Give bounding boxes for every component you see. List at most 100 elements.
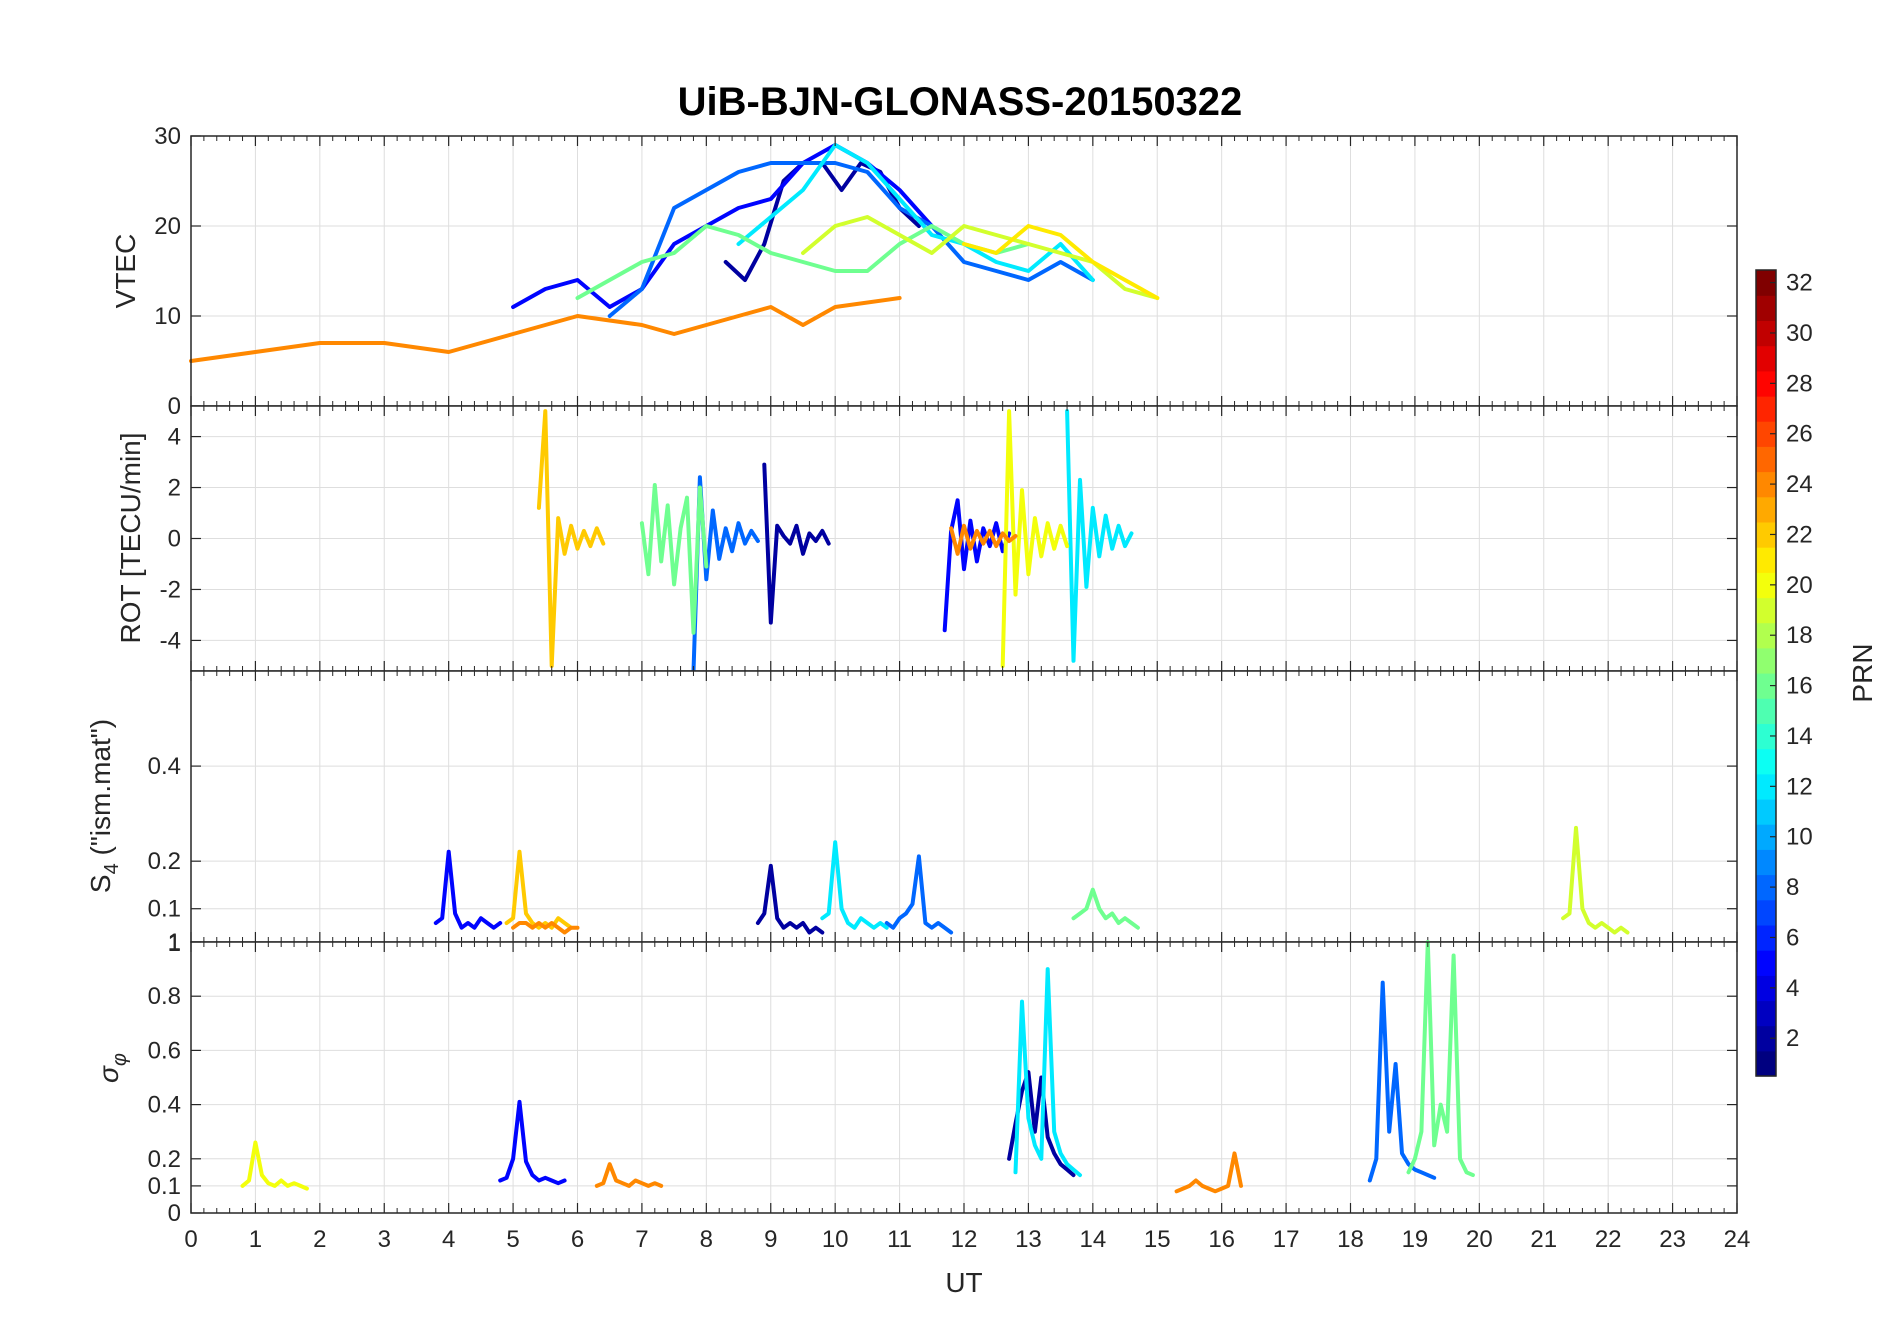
colorbar-cell — [1756, 496, 1776, 523]
y-tick-label: 0 — [168, 526, 181, 553]
colorbar-frame — [1755, 269, 1777, 1077]
prn-trace — [949, 523, 1018, 556]
s4-top-tick-label: 1 — [168, 930, 181, 957]
panel-s4: 0.1 0.2 0.4 S4 ("ism.mat") 1 — [85, 670, 1738, 957]
y-tick-label: 2 — [168, 475, 181, 502]
y-tick-label: 0.8 — [148, 983, 181, 1010]
y-tick-label: 0.2 — [148, 1146, 181, 1173]
x-tick-label: 5 — [506, 1226, 519, 1253]
panel-vtec-ylabel: VTEC — [110, 234, 141, 309]
panel-sigma-ylabel: σφ — [93, 1053, 131, 1083]
x-tick-label: 17 — [1273, 1226, 1300, 1253]
colorbar-tick-label: 4 — [1786, 975, 1799, 1002]
prn-trace — [755, 863, 825, 935]
colorbar-cell — [1756, 270, 1776, 296]
colorbar-tick-label: 2 — [1786, 1025, 1799, 1052]
colorbar-cell — [1756, 345, 1776, 372]
prn-trace — [884, 854, 954, 935]
x-tick-label: 14 — [1079, 1226, 1106, 1253]
colorbar-tick-label: 12 — [1786, 773, 1813, 800]
prn-trace — [639, 483, 709, 635]
x-axis-label: UT — [945, 1267, 982, 1298]
colorbar-tick-label: 26 — [1786, 421, 1813, 448]
x-tick-label: 21 — [1530, 1226, 1557, 1253]
colorbar-cell — [1756, 521, 1776, 548]
x-tick-label: 7 — [635, 1226, 648, 1253]
colorbar-cell — [1756, 698, 1776, 724]
colorbar-label: PRN — [1847, 643, 1878, 702]
colorbar-cell — [1756, 950, 1776, 976]
colorbar-cell — [1756, 370, 1776, 397]
colorbar-cell — [1756, 547, 1776, 573]
y-tick-label: 0.2 — [148, 848, 181, 875]
y-tick-label: 0.4 — [148, 753, 181, 780]
colorbar-cell — [1756, 798, 1776, 825]
colorbar-tick-label: 28 — [1786, 370, 1813, 397]
prn-trace — [1561, 825, 1630, 935]
x-tick-label: 13 — [1015, 1226, 1042, 1253]
x-axis-tick-labels: 0 1 2 3 4 5 6 7 8 9 10 11 12 13 14 15 16 17 18 19 20 21 22 23 24 — [184, 1226, 1750, 1253]
prn-trace — [504, 849, 574, 930]
prn-trace — [1065, 409, 1134, 663]
x-tick-label: 18 — [1337, 1226, 1364, 1253]
prn-trace — [762, 462, 831, 625]
x-tick-label: 6 — [571, 1226, 584, 1253]
prn-trace — [498, 1099, 567, 1186]
prn-trace — [240, 1140, 309, 1191]
prn-trace — [189, 296, 902, 363]
colorbar-cell — [1756, 597, 1776, 624]
y-tick-label: 4 — [168, 424, 181, 451]
colorbar-cell — [1756, 572, 1776, 599]
colorbar-cell — [1756, 924, 1776, 951]
colorbar-cell — [1756, 899, 1776, 926]
colorbar-cell — [1756, 673, 1776, 699]
colorbar-tick-label: 24 — [1786, 471, 1813, 498]
x-tick-label: 2 — [313, 1226, 326, 1253]
prn-trace — [1406, 940, 1475, 1178]
colorbar-cell — [1756, 1050, 1776, 1077]
x-tick-label: 20 — [1466, 1226, 1493, 1253]
colorbar-tick-label: 8 — [1786, 874, 1799, 901]
sigma-label-sub: φ — [109, 1053, 131, 1066]
colorbar-cell — [1756, 824, 1776, 850]
y-tick-label: -2 — [160, 576, 181, 603]
x-tick-label: 24 — [1724, 1226, 1751, 1253]
y-tick-label: 0.4 — [148, 1092, 181, 1119]
s4-label-main: S — [85, 874, 116, 893]
y-tick-label: -4 — [160, 627, 181, 654]
panel-rot-ylabel: ROT [TECU/min] — [115, 432, 146, 643]
prn-trace — [1013, 967, 1082, 1178]
x-tick-label: 3 — [378, 1226, 391, 1253]
prn-trace — [536, 409, 606, 668]
chart-title: UiB-BJN-GLONASS-20150322 — [678, 80, 1243, 124]
prn-trace — [575, 224, 1031, 300]
x-tick-label: 4 — [442, 1226, 455, 1253]
colorbar-cell — [1756, 748, 1776, 775]
colorbar-cell — [1756, 471, 1776, 498]
colorbar-cell — [1756, 849, 1776, 876]
prn-trace — [1367, 980, 1437, 1183]
colorbar-tick-label: 16 — [1786, 673, 1813, 700]
prn-trace — [594, 1162, 664, 1188]
panel-sigma-frame — [190, 941, 1738, 1214]
x-tick-label: 8 — [700, 1226, 713, 1253]
x-tick-label: 0 — [184, 1226, 197, 1253]
colorbar-cell — [1756, 1000, 1776, 1027]
x-tick-label: 19 — [1402, 1226, 1429, 1253]
colorbar-tick-label: 14 — [1786, 723, 1813, 750]
x-tick-label: 22 — [1595, 1226, 1622, 1253]
y-tick-label: 10 — [154, 303, 181, 330]
sigma-label-main: σ — [93, 1065, 124, 1083]
colorbar-tick-label: 20 — [1786, 572, 1813, 599]
prn-trace — [736, 143, 1095, 282]
s4-label-sub: 4 — [101, 863, 123, 874]
colorbar-cell — [1756, 446, 1776, 473]
panel-s4-ylabel: S4 ("ism.mat") — [85, 719, 123, 893]
prn-trace — [1000, 409, 1070, 668]
prn-trace — [433, 849, 503, 930]
y-tick-label: 0 — [168, 1200, 181, 1227]
prn-trace — [511, 921, 580, 935]
